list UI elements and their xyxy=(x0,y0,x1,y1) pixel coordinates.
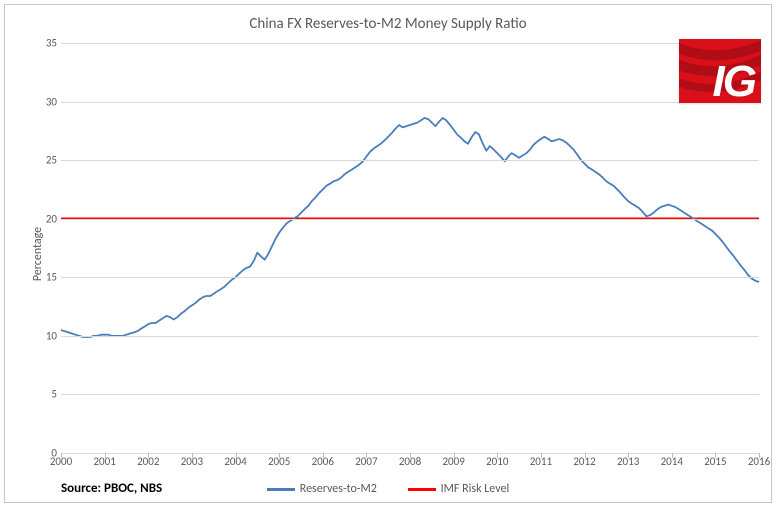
y-tick-label: 35 xyxy=(17,37,57,50)
legend-item-series: Reserves-to-M2 xyxy=(267,482,377,496)
x-tick-label: 2013 xyxy=(617,455,639,468)
logo-text: IG xyxy=(713,57,755,103)
x-tick-label: 2014 xyxy=(661,455,683,468)
x-tick-label: 2005 xyxy=(268,455,290,468)
legend-item-risk: IMF Risk Level xyxy=(408,482,510,496)
x-tick-label: 2008 xyxy=(399,455,421,468)
line-series-svg xyxy=(61,43,759,453)
x-tick-label: 2011 xyxy=(530,455,552,468)
y-tick-label: 25 xyxy=(17,154,57,167)
brand-logo: IG xyxy=(679,39,761,103)
x-tick-label: 2015 xyxy=(704,455,726,468)
x-tick-label: 2001 xyxy=(93,455,115,468)
y-tick-label: 10 xyxy=(17,329,57,342)
y-tick-label: 20 xyxy=(17,212,57,225)
x-tick-label: 2000 xyxy=(50,455,72,468)
x-tick-label: 2006 xyxy=(312,455,334,468)
chart-title: China FX Reserves-to-M2 Money Supply Rat… xyxy=(5,15,771,33)
chart-panel: China FX Reserves-to-M2 Money Supply Rat… xyxy=(4,4,772,503)
gridline xyxy=(61,43,759,44)
y-tick-label: 30 xyxy=(17,95,57,108)
legend-label-risk: IMF Risk Level xyxy=(441,482,510,496)
plot-area: 0510152025303520002001200220032004200520… xyxy=(61,43,759,453)
y-tick-label: 5 xyxy=(17,388,57,401)
x-tick-label: 2012 xyxy=(573,455,595,468)
x-tick-label: 2007 xyxy=(355,455,377,468)
legend: Reserves-to-M2 IMF Risk Level xyxy=(5,482,771,496)
x-tick-label: 2016 xyxy=(748,455,770,468)
x-tick-label: 2010 xyxy=(486,455,508,468)
legend-swatch-risk xyxy=(408,488,436,491)
gridline xyxy=(61,394,759,395)
legend-swatch-series xyxy=(267,488,295,491)
reserves-line xyxy=(61,118,759,337)
gridline xyxy=(61,160,759,161)
x-tick-label: 2003 xyxy=(181,455,203,468)
x-tick-label: 2004 xyxy=(224,455,246,468)
x-tick-label: 2009 xyxy=(442,455,464,468)
gridline xyxy=(61,336,759,337)
y-tick-label: 15 xyxy=(17,271,57,284)
gridline xyxy=(61,102,759,103)
legend-label-series: Reserves-to-M2 xyxy=(300,482,377,496)
gridline xyxy=(61,277,759,278)
gridline xyxy=(61,219,759,220)
x-tick-label: 2002 xyxy=(137,455,159,468)
